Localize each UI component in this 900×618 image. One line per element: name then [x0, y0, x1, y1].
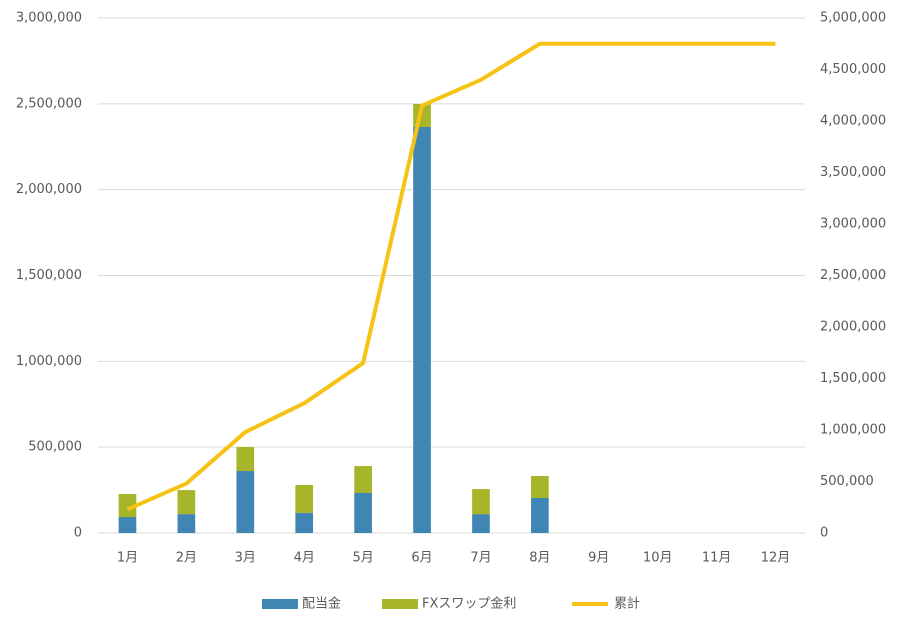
y2-tick-label: 0	[820, 526, 828, 541]
y-tick-label: 2,500,000	[16, 96, 82, 111]
x-tick-label: 7月	[470, 551, 491, 566]
y-tick-label: 1,500,000	[16, 268, 82, 283]
legend-swatch	[382, 599, 418, 609]
x-tick-label: 11月	[702, 551, 732, 566]
bar	[472, 514, 490, 533]
y2-tick-label: 3,500,000	[820, 165, 886, 180]
bar	[531, 476, 549, 498]
bar	[354, 493, 372, 533]
bar	[472, 489, 490, 515]
legend-label: FXスワップ金利	[422, 596, 516, 612]
bar	[177, 514, 196, 533]
bar	[118, 517, 137, 533]
bar	[236, 446, 255, 472]
line	[126, 41, 776, 512]
y-tick-label: 500,000	[28, 440, 82, 455]
x-tick-label: 9月	[588, 551, 609, 566]
legend-swatch	[262, 599, 298, 609]
y-tick-label: 2,000,000	[16, 182, 82, 197]
bar	[236, 471, 255, 533]
y2-tick-label: 2,500,000	[820, 268, 886, 283]
x-tick-label: 4月	[294, 551, 315, 566]
x-tick-label: 5月	[352, 551, 373, 566]
bar	[413, 127, 431, 533]
y2-tick-label: 5,000,000	[820, 11, 886, 26]
y-tick-label: 3,000,000	[16, 11, 82, 26]
bar	[118, 494, 137, 518]
bar	[295, 512, 314, 533]
bar	[531, 497, 549, 533]
x-tick-label: 6月	[411, 551, 432, 566]
legend-label: 累計	[614, 596, 640, 612]
x-tick-label: 10月	[643, 551, 673, 566]
bar	[354, 466, 372, 494]
y-tick-label: 0	[74, 526, 82, 541]
y2-tick-label: 1,500,000	[820, 371, 886, 386]
y2-tick-label: 4,000,000	[820, 114, 886, 129]
y2-tick-label: 1,000,000	[820, 423, 886, 438]
legend-label: 配当金	[302, 596, 341, 612]
y2-tick-label: 4,500,000	[820, 62, 886, 77]
y2-tick-label: 3,000,000	[820, 217, 886, 232]
x-tick-label: 1月	[117, 551, 138, 566]
y2-tick-label: 500,000	[820, 474, 874, 489]
bar	[177, 490, 196, 515]
x-tick-label: 8月	[529, 551, 550, 566]
x-tick-label: 2月	[176, 551, 197, 566]
x-tick-label: 3月	[235, 551, 256, 566]
bar	[295, 484, 314, 513]
x-tick-label: 12月	[761, 551, 791, 566]
y-tick-label: 1,000,000	[16, 354, 82, 369]
y2-tick-label: 2,000,000	[820, 320, 886, 335]
